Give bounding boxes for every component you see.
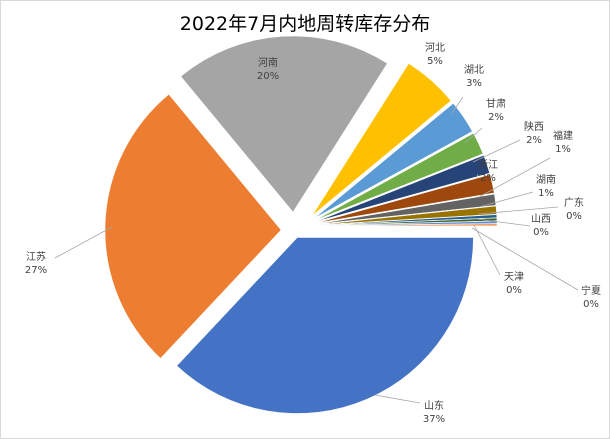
pie-slice-8: [316, 174, 495, 224]
slice-name-label: 江苏: [26, 250, 46, 263]
slice-name-label: 湖南: [536, 173, 556, 186]
leader-line: [475, 173, 479, 179]
pie-slice-10: [316, 205, 497, 226]
slice-percent-label: 37%: [423, 414, 445, 425]
slice-name-label: 甘肃: [486, 97, 506, 110]
slice-name-label: 湖北: [464, 64, 484, 76]
slice-percent-label: 27%: [25, 265, 47, 276]
leader-line: [473, 224, 501, 276]
leader-line: [477, 206, 559, 215]
pie-slice-1: [176, 237, 474, 414]
pie-slice-7: [316, 154, 490, 222]
slice-percent-label: 2%: [480, 173, 496, 184]
pie-slice-2: [104, 94, 282, 359]
leader-line: [471, 227, 579, 291]
slice-percent-label: 0%: [583, 299, 599, 310]
slice-percent-label: 5%: [427, 56, 443, 67]
slice-percent-label: 3%: [466, 78, 482, 89]
pie-slice-9: [316, 193, 497, 225]
slice-percent-label: 0%: [566, 211, 582, 222]
leader-line: [478, 191, 534, 208]
slice-name-label: 福建: [553, 129, 573, 142]
pie-slice-4: [312, 63, 452, 216]
slice-name-label: 河南: [258, 56, 278, 69]
leader-line: [478, 157, 551, 198]
leader-line: [54, 226, 113, 259]
pie-slice-14: [316, 223, 498, 227]
pie-slice-3: [180, 35, 388, 213]
slice-percent-label: 0%: [506, 285, 522, 296]
slice-name-label: 山西: [531, 213, 551, 225]
pie-slice-6: [315, 132, 484, 221]
chart-title: 2022年7月内地周转库存分布: [179, 13, 431, 35]
slice-percent-label: 2%: [526, 135, 542, 146]
slice-name-label: 山东: [424, 399, 444, 412]
slice-percent-label: 1%: [555, 144, 571, 155]
leader-line: [374, 394, 421, 404]
slice-name-label: 陕西: [524, 120, 544, 133]
leader-line: [451, 96, 464, 114]
leader-line: [476, 218, 531, 227]
slice-percent-label: 2%: [488, 112, 504, 123]
slice-percent-label: 1%: [538, 188, 554, 199]
slice-name-label: 广东: [564, 196, 584, 209]
slice-name-label: 河北: [425, 42, 445, 54]
slice-percent-label: 0%: [533, 227, 549, 238]
leader-line: [472, 139, 521, 163]
slice-name-label: 浙江: [478, 159, 498, 171]
slice-percent-label: 20%: [257, 71, 279, 82]
slice-name-label: 天津: [504, 271, 524, 283]
pie-slice-5: [314, 103, 473, 219]
leader-line: [464, 127, 483, 144]
slice-name-label: 宁夏: [581, 284, 601, 297]
